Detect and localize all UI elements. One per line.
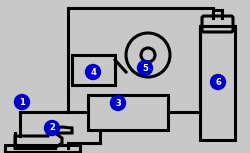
- Text: 5: 5: [142, 63, 148, 73]
- Text: 1: 1: [19, 97, 25, 106]
- Circle shape: [14, 95, 30, 110]
- Bar: [88, 95, 168, 130]
- Bar: [5, 145, 80, 152]
- Circle shape: [138, 60, 152, 75]
- Circle shape: [86, 65, 100, 80]
- Bar: [72, 55, 115, 85]
- Text: 6: 6: [215, 78, 221, 86]
- Circle shape: [44, 121, 60, 136]
- Circle shape: [210, 75, 226, 90]
- Text: 2: 2: [49, 123, 55, 132]
- Circle shape: [110, 95, 126, 110]
- Bar: [200, 26, 235, 140]
- Text: 4: 4: [90, 67, 96, 76]
- Text: 3: 3: [115, 99, 121, 108]
